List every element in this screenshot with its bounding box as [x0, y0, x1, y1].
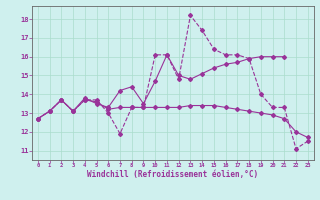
X-axis label: Windchill (Refroidissement éolien,°C): Windchill (Refroidissement éolien,°C)	[87, 170, 258, 179]
